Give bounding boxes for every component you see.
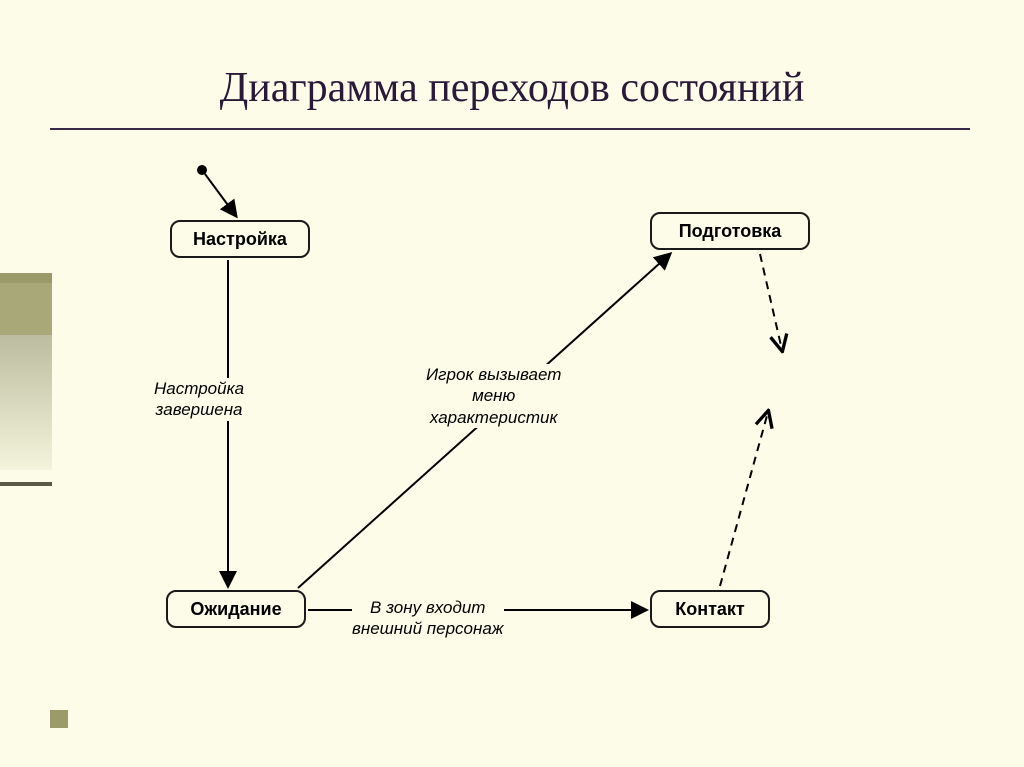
edge-initial-setup — [205, 174, 236, 216]
state-node-prepare: Подготовка — [650, 212, 810, 250]
side-accent — [0, 273, 52, 509]
edge-label-zone-enter: В зону входитвнешний персонаж — [352, 597, 504, 640]
state-node-setup: Настройка — [170, 220, 310, 258]
slide-title: Диаграмма переходов состояний — [0, 64, 1024, 112]
edge-contact-dashed — [720, 412, 768, 586]
edge-prepare-dashed — [760, 254, 782, 350]
edge-label-setup-done: Настройказавершена — [154, 378, 244, 421]
corner-bullet-icon — [50, 710, 68, 728]
edge-label-player-menu: Игрок вызываетменюхарактеристик — [426, 364, 561, 428]
state-node-contact: Контакт — [650, 590, 770, 628]
initial-state-icon — [197, 165, 207, 175]
title-underline — [50, 128, 970, 130]
state-node-waiting: Ожидание — [166, 590, 306, 628]
state-diagram: Настройка Подготовка Ожидание Контакт На… — [80, 160, 960, 720]
